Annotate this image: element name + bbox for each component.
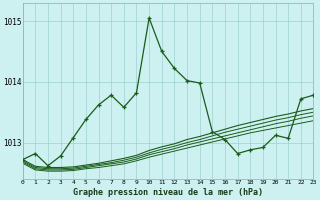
X-axis label: Graphe pression niveau de la mer (hPa): Graphe pression niveau de la mer (hPa)	[73, 188, 263, 197]
